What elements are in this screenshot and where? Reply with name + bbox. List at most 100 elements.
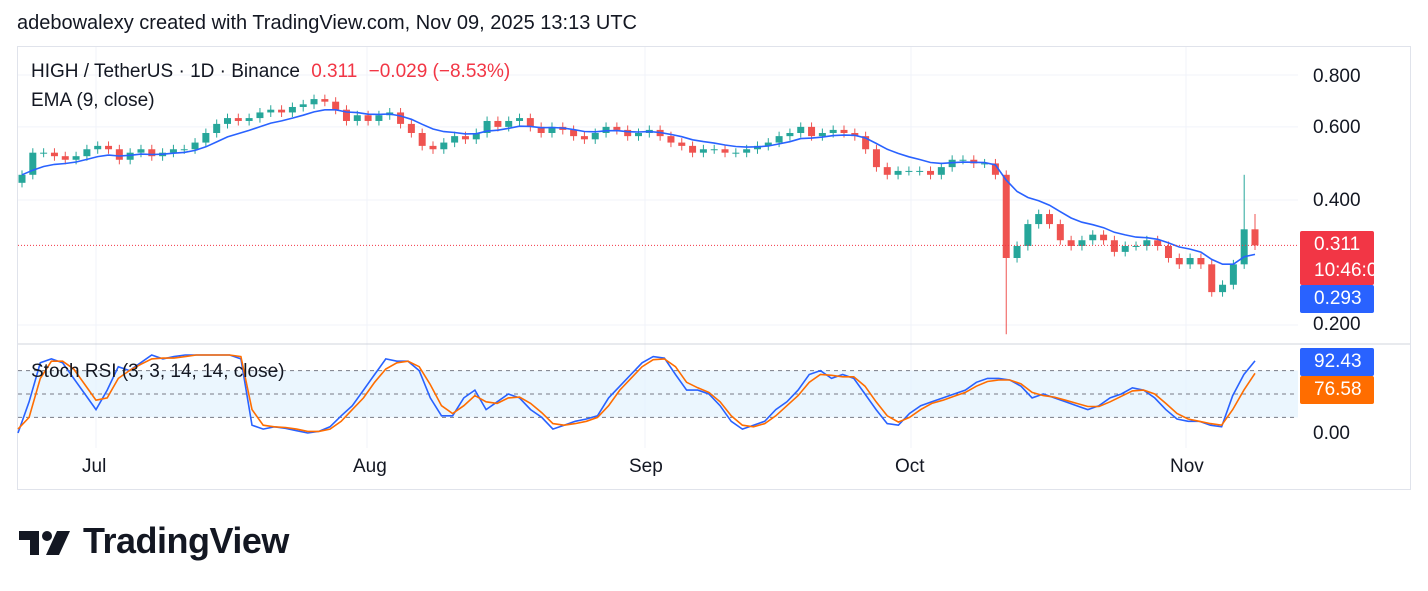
candle — [407, 123, 415, 133]
candle — [1154, 240, 1162, 246]
candle — [137, 149, 145, 153]
candle — [537, 126, 545, 133]
price-tick: 0.600 — [1313, 117, 1361, 138]
candle — [602, 126, 610, 133]
ema-line — [21, 109, 1256, 265]
candle — [818, 132, 826, 137]
candle — [234, 118, 242, 121]
candle — [526, 118, 534, 127]
candle — [472, 132, 480, 140]
candle — [1100, 234, 1108, 241]
stoch-d-tag: 76.58 — [1300, 376, 1374, 404]
candle — [18, 174, 26, 183]
candle — [927, 170, 935, 175]
price-tick: 0.400 — [1313, 190, 1361, 211]
chart-attribution: adebowalexy created with TradingView.com… — [17, 12, 637, 34]
candle — [50, 152, 58, 157]
tradingview-logo-icon — [19, 531, 70, 555]
ema-legend: EMA (9, close) — [31, 90, 155, 111]
candle — [40, 152, 48, 154]
legend-last-price: 0.311 — [311, 61, 358, 82]
last-price-tag: 0.311 10:46:09 — [1300, 231, 1388, 285]
candle — [342, 109, 350, 121]
candle — [1013, 245, 1021, 258]
candle — [1143, 240, 1151, 246]
candle — [191, 142, 199, 150]
price-tick: 0.200 — [1313, 314, 1361, 335]
candle — [461, 136, 469, 140]
candle — [1219, 284, 1227, 293]
candle — [1046, 214, 1053, 225]
candle — [299, 104, 307, 107]
candle — [678, 142, 686, 146]
candle — [288, 106, 296, 113]
candle — [1175, 257, 1183, 265]
candle — [29, 152, 37, 175]
stoch-tick: 0.00 — [1313, 423, 1350, 444]
price-tick: 0.800 — [1313, 66, 1361, 87]
chart-grid — [18, 47, 1298, 448]
candle — [1251, 229, 1259, 246]
candle — [202, 132, 210, 143]
candle — [613, 126, 621, 130]
candle — [126, 152, 134, 160]
candle — [440, 142, 448, 150]
candle — [764, 142, 772, 146]
candle — [72, 156, 80, 160]
time-label: Nov — [1170, 456, 1204, 477]
candle — [635, 132, 642, 137]
candle — [959, 159, 967, 161]
candle — [570, 129, 578, 137]
candle — [148, 149, 156, 157]
candle — [310, 99, 318, 105]
candle — [916, 170, 924, 172]
candle — [699, 149, 707, 153]
candle — [710, 149, 718, 151]
candle — [840, 129, 848, 133]
candle — [1002, 174, 1010, 258]
candle — [213, 123, 221, 133]
candle — [321, 99, 329, 102]
candle — [667, 136, 675, 143]
symbol-legend: HIGH / TetherUS · 1D · Binance 0.311 −0.… — [31, 61, 510, 83]
candle — [1164, 245, 1172, 258]
candle — [1229, 264, 1237, 285]
candle — [743, 149, 751, 153]
candle — [418, 132, 426, 146]
candle — [353, 115, 361, 121]
candle — [808, 126, 816, 137]
candle — [721, 149, 729, 153]
candle — [180, 149, 188, 151]
candle — [883, 167, 891, 175]
stoch-band — [18, 370, 1298, 418]
candle — [94, 145, 102, 150]
candle — [105, 145, 113, 150]
candle — [786, 132, 794, 137]
legend-change: −0.029 (−8.53%) — [368, 61, 511, 82]
tradingview-logo[interactable]: TradingView — [19, 520, 289, 562]
candle — [1035, 214, 1043, 225]
candle — [115, 149, 123, 160]
candle — [267, 109, 275, 113]
candles — [18, 94, 1259, 335]
candle — [451, 136, 459, 143]
candle — [516, 118, 524, 121]
candle — [278, 109, 286, 113]
candle — [224, 118, 231, 124]
candle — [894, 170, 902, 175]
candle — [624, 129, 632, 137]
candle — [332, 101, 340, 110]
chart-frame — [17, 46, 1411, 490]
candle — [862, 136, 870, 150]
candle — [580, 136, 588, 140]
candle — [1208, 264, 1216, 293]
time-label: Jul — [82, 456, 107, 477]
candle — [1110, 240, 1118, 252]
tradingview-wordmark: TradingView — [83, 520, 289, 561]
ema-value-tag: 0.293 — [1300, 285, 1374, 313]
candle — [364, 115, 372, 121]
candle — [256, 112, 264, 119]
candle — [689, 145, 697, 153]
candle — [548, 126, 556, 133]
